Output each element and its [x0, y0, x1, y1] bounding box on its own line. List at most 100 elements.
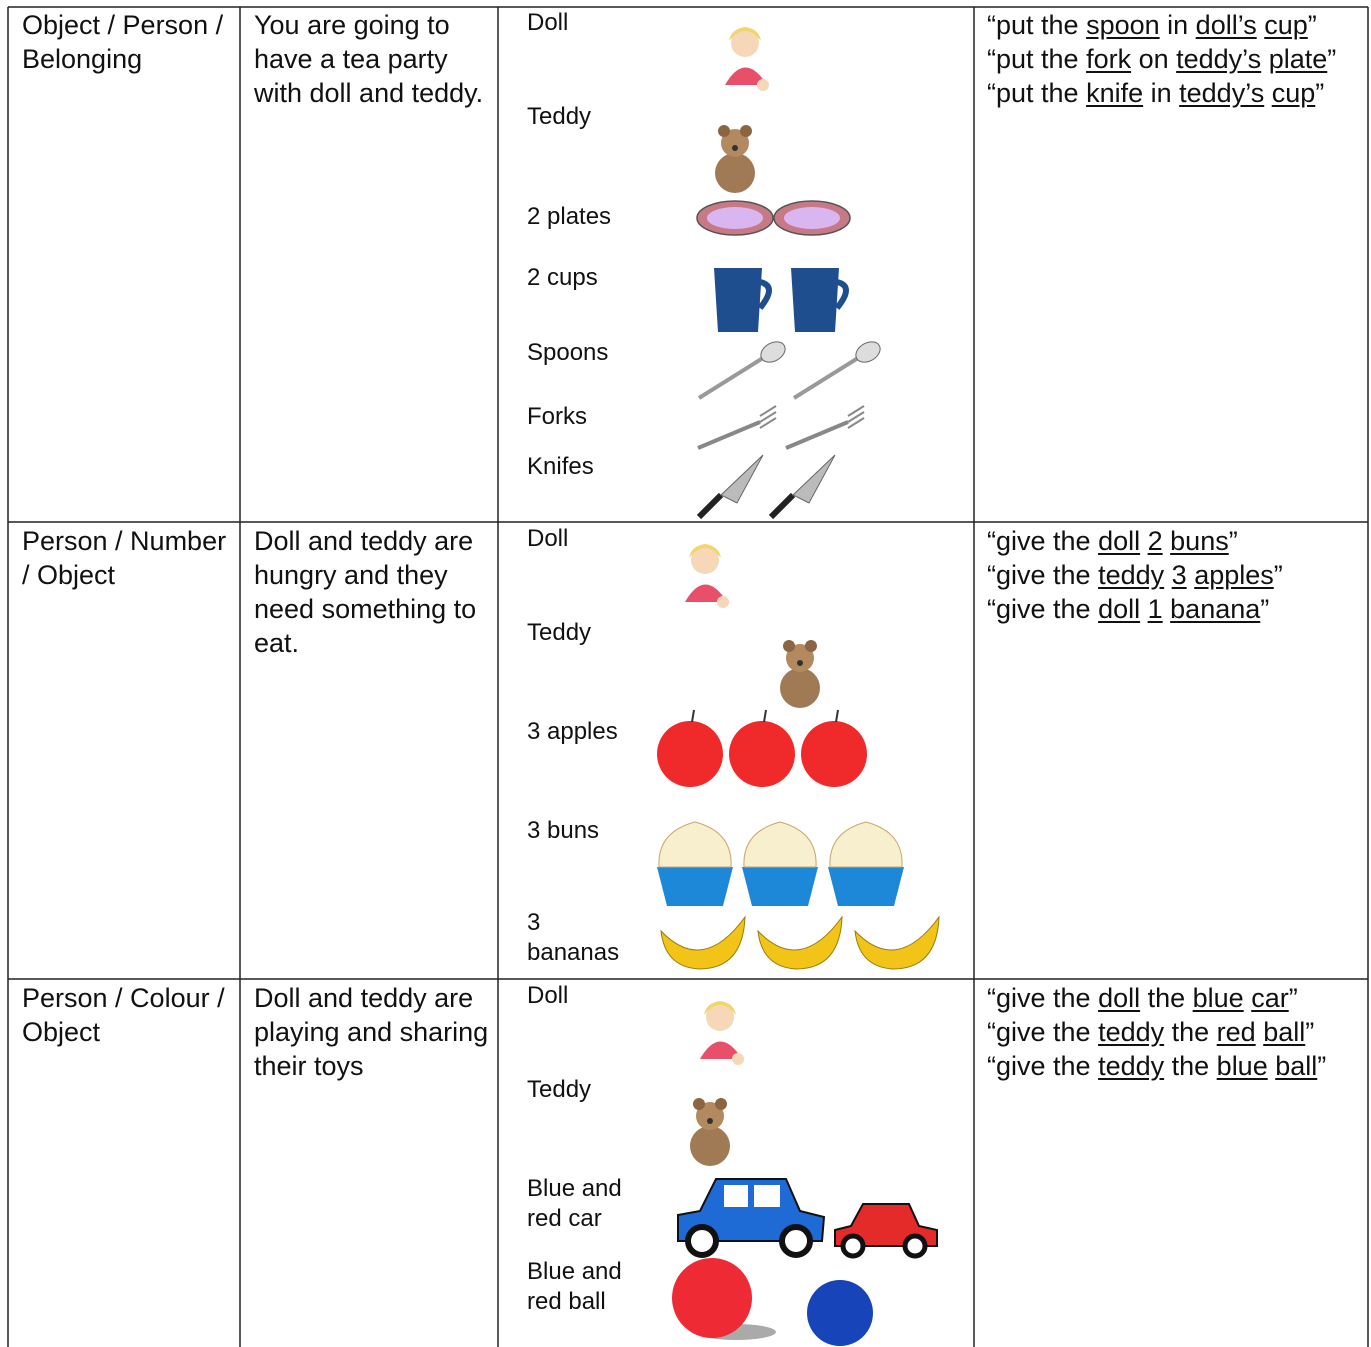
item-label: Blue and red car — [527, 1175, 622, 1232]
row-instructions: “put the spoon in doll’s cup” “put the fo… — [987, 8, 1363, 110]
instruction-text: “give the — [987, 983, 1099, 1013]
instruction-keyword: cup — [1271, 78, 1316, 108]
item-label: Teddy — [527, 1076, 592, 1103]
row-category: Person / Number / Object — [22, 526, 227, 590]
icon-bun — [828, 821, 904, 906]
instruction-text: “put the — [987, 78, 1087, 108]
icon-doll — [725, 27, 769, 91]
instruction-text: in — [1143, 78, 1180, 108]
icon-cup — [791, 268, 849, 332]
instruction-text: on — [1131, 44, 1177, 74]
instruction-keyword: teddy’s — [1176, 44, 1262, 74]
instruction-text: “give the — [987, 1051, 1099, 1081]
instruction-keyword: doll — [1098, 526, 1141, 556]
instruction-keyword: doll — [1098, 983, 1141, 1013]
item-label: 2 cups — [527, 264, 598, 291]
instruction-keyword: 3 — [1171, 560, 1187, 590]
instruction-text: “put the — [987, 10, 1087, 40]
icon-apple — [657, 709, 723, 787]
instruction: “give the teddy 3 apples” — [987, 558, 1363, 592]
icon-apple — [801, 709, 867, 787]
instruction-text — [1140, 594, 1148, 624]
instruction-text: “give the — [987, 594, 1099, 624]
instruction-text: in — [1159, 10, 1196, 40]
instruction: “give the teddy the red ball” — [987, 1015, 1363, 1049]
row-scenario: Doll and teddy are hungry and they need … — [254, 526, 477, 658]
icon-doll — [700, 1001, 744, 1065]
instruction: “give the doll the blue car” — [987, 981, 1363, 1015]
instruction-text: the — [1164, 1017, 1217, 1047]
instruction-text: “give the — [987, 560, 1099, 590]
icon-teddy — [780, 640, 820, 708]
instruction-keyword: 2 — [1147, 526, 1163, 556]
icon-banana — [854, 915, 940, 970]
instruction: “give the teddy the blue ball” — [987, 1049, 1363, 1083]
row-scenario: Doll and teddy are playing and sharing t… — [254, 983, 489, 1081]
item-label: Doll — [527, 982, 569, 1009]
instruction-keyword: teddy — [1098, 560, 1165, 590]
instruction-text: ” — [1273, 560, 1283, 590]
item-label: 3 apples — [527, 718, 618, 745]
icon-plate — [696, 200, 774, 236]
instruction-keyword: red — [1216, 1017, 1256, 1047]
row-instructions: “give the doll 2 buns” “give the teddy 3 … — [987, 524, 1363, 626]
instruction-text: ” — [1327, 44, 1337, 74]
icon-teddy — [690, 1098, 730, 1166]
icon-fork — [785, 405, 865, 450]
row-instructions: “give the doll the blue car” “give the te… — [987, 981, 1363, 1083]
instruction-keyword: ball — [1275, 1051, 1318, 1081]
instruction-keyword: cup — [1264, 10, 1308, 40]
instruction-text — [1264, 78, 1272, 108]
instruction-keyword: banana — [1170, 594, 1261, 624]
instruction-keyword: teddy — [1098, 1051, 1165, 1081]
item-label: Knifes — [527, 453, 594, 480]
item-label: 3 bananas — [527, 909, 620, 966]
instruction-keyword: blue — [1192, 983, 1244, 1013]
icon-teddy — [715, 125, 755, 193]
icon-banana — [757, 915, 843, 970]
instruction: “put the knife in teddy’s cup” — [987, 76, 1363, 110]
item-label: Doll — [527, 9, 569, 36]
instruction-keyword: ball — [1263, 1017, 1306, 1047]
instruction-text: ” — [1317, 1051, 1327, 1081]
instruction-text: ” — [1315, 78, 1325, 108]
instruction-keyword: teddy — [1098, 1017, 1165, 1047]
instruction-text: ” — [1307, 10, 1317, 40]
icon-bun — [657, 821, 733, 906]
instruction-keyword: plate — [1268, 44, 1328, 74]
item-label: 2 plates — [527, 203, 612, 230]
row-scenario: You are going to have a tea party with d… — [254, 10, 484, 108]
icon-knife — [696, 454, 764, 520]
item-label: 3 buns — [527, 817, 600, 844]
instruction-text: ” — [1260, 594, 1270, 624]
instruction-text: ” — [1288, 983, 1298, 1013]
icon-spoon — [792, 341, 881, 400]
instruction-text — [1261, 44, 1269, 74]
icon-doll — [685, 544, 729, 608]
item-label: Blue and red ball — [527, 1258, 622, 1315]
instruction-keyword: spoon — [1086, 10, 1160, 40]
icon-cup — [714, 268, 772, 332]
instruction-keyword: car — [1251, 983, 1289, 1013]
instruction-text: ” — [1305, 1017, 1315, 1047]
instruction-keyword: apples — [1194, 560, 1274, 590]
icon-banana — [660, 915, 746, 970]
instruction-keyword: blue — [1216, 1051, 1268, 1081]
item-label: Teddy — [527, 619, 592, 646]
instruction: “give the doll 1 banana” — [987, 592, 1363, 626]
table-grid — [7, 6, 1369, 1347]
instruction: “put the spoon in doll’s cup” — [987, 8, 1363, 42]
instruction: “give the doll 2 buns” — [987, 524, 1363, 558]
item-label: Spoons — [527, 339, 609, 366]
instruction-keyword: fork — [1086, 44, 1132, 74]
row-category: Object / Person / Belonging — [22, 10, 224, 74]
icon-bluecar — [677, 1178, 826, 1258]
icon-knife — [768, 454, 836, 520]
instruction-keyword: teddy’s — [1179, 78, 1265, 108]
instruction-keyword: 1 — [1147, 594, 1163, 624]
instruction: “put the fork on teddy’s plate” — [987, 42, 1363, 76]
instruction-keyword: doll — [1098, 594, 1141, 624]
instruction-text: the — [1140, 983, 1193, 1013]
row-category: Person / Colour / Object — [22, 983, 225, 1047]
